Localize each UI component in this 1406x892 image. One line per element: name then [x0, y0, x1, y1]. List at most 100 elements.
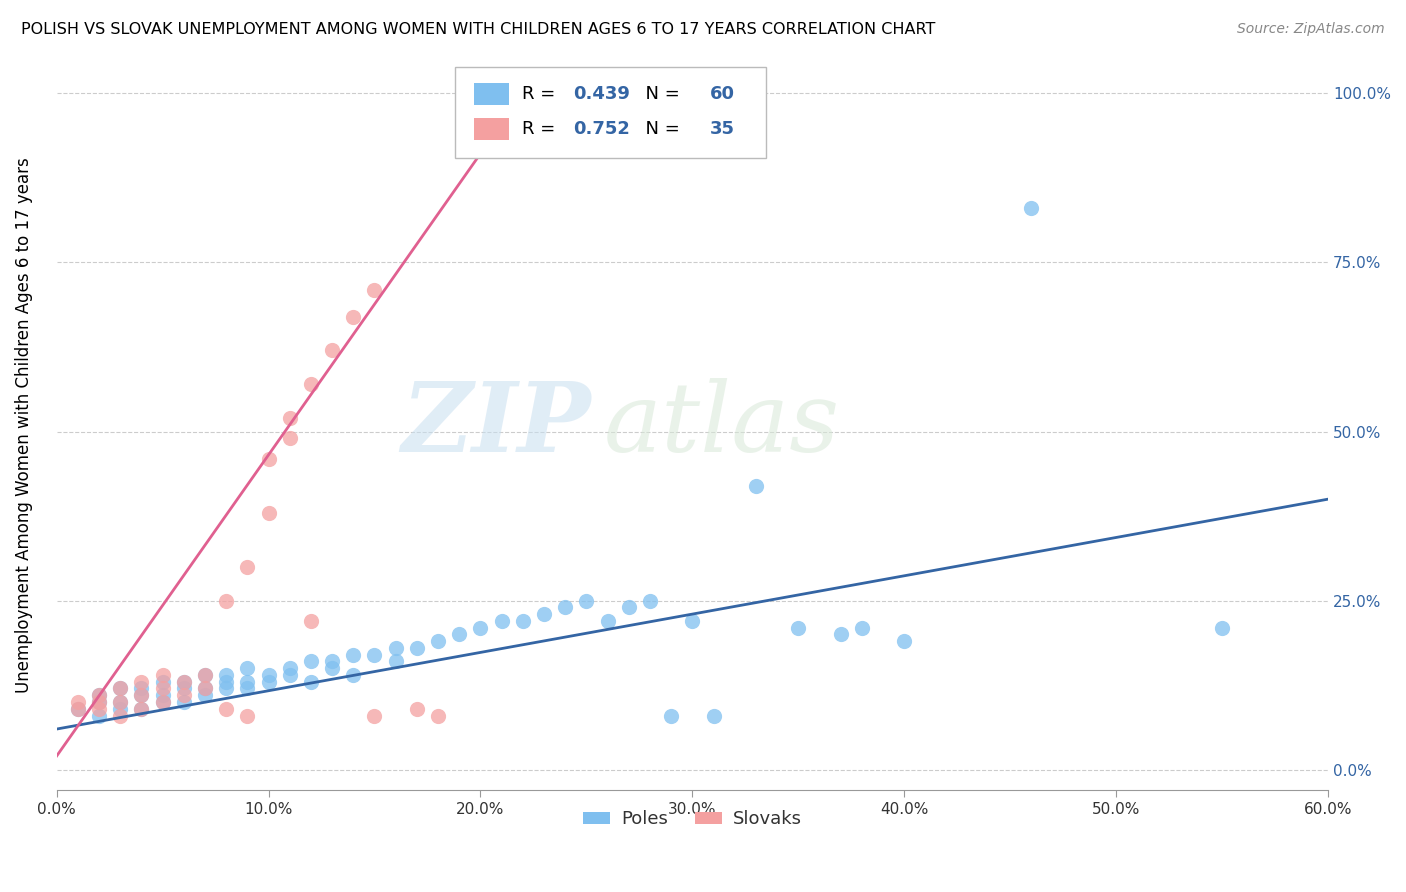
Point [893, 634, 915, 648]
Point [131, 702, 153, 716]
Point [173, 681, 195, 696]
Text: 60: 60 [710, 85, 735, 103]
Point [108, 681, 131, 696]
Point [236, 708, 259, 723]
Point [108, 695, 131, 709]
Point [575, 593, 598, 607]
Point [152, 674, 174, 689]
Point [299, 655, 322, 669]
Point [533, 607, 555, 621]
Point [470, 621, 492, 635]
Point [66, 702, 89, 716]
Point [681, 614, 703, 628]
Point [152, 695, 174, 709]
Point [363, 708, 385, 723]
Point [173, 695, 195, 709]
Point [87, 708, 110, 723]
Point [215, 702, 238, 716]
Point [363, 648, 385, 662]
Point [152, 695, 174, 709]
Point [787, 621, 810, 635]
Point [384, 655, 406, 669]
Point [278, 661, 301, 675]
Point [257, 451, 280, 466]
FancyBboxPatch shape [474, 118, 509, 140]
Point [321, 655, 343, 669]
Text: R =: R = [522, 85, 561, 103]
Point [257, 506, 280, 520]
Point [321, 343, 343, 358]
Point [215, 668, 238, 682]
Point [194, 681, 217, 696]
Text: 35: 35 [710, 120, 735, 138]
Point [299, 377, 322, 392]
Point [491, 106, 513, 120]
FancyBboxPatch shape [454, 67, 766, 158]
Point [278, 411, 301, 425]
Point [638, 593, 661, 607]
Point [617, 600, 640, 615]
Point [342, 310, 364, 324]
Point [299, 614, 322, 628]
Point [131, 702, 153, 716]
Point [512, 614, 534, 628]
Point [342, 668, 364, 682]
Point [152, 668, 174, 682]
Point [87, 688, 110, 702]
Point [405, 640, 427, 655]
Point [1211, 621, 1233, 635]
Point [427, 634, 450, 648]
Point [87, 695, 110, 709]
Point [236, 559, 259, 574]
Point [194, 668, 217, 682]
Point [278, 431, 301, 445]
Point [66, 695, 89, 709]
Point [278, 668, 301, 682]
Point [363, 283, 385, 297]
Point [194, 668, 217, 682]
Point [108, 702, 131, 716]
Text: ZIP: ZIP [401, 377, 591, 472]
Point [173, 688, 195, 702]
Point [66, 702, 89, 716]
Legend: Poles, Slovaks: Poles, Slovaks [575, 803, 808, 836]
Point [194, 681, 217, 696]
Point [342, 648, 364, 662]
Point [215, 674, 238, 689]
Point [299, 674, 322, 689]
Point [449, 627, 471, 641]
Point [131, 688, 153, 702]
Point [491, 614, 513, 628]
Point [152, 681, 174, 696]
Point [257, 668, 280, 682]
Text: 0.439: 0.439 [572, 85, 630, 103]
Point [215, 593, 238, 607]
Text: N =: N = [634, 120, 685, 138]
Point [321, 661, 343, 675]
FancyBboxPatch shape [474, 83, 509, 105]
Point [87, 688, 110, 702]
Point [236, 674, 259, 689]
Text: N =: N = [634, 85, 685, 103]
Point [596, 614, 619, 628]
Point [703, 708, 725, 723]
Y-axis label: Unemployment Among Women with Children Ages 6 to 17 years: Unemployment Among Women with Children A… [15, 157, 32, 692]
Point [173, 674, 195, 689]
Point [236, 661, 259, 675]
Point [257, 674, 280, 689]
Point [745, 478, 768, 492]
Text: R =: R = [522, 120, 561, 138]
Point [236, 681, 259, 696]
Point [173, 674, 195, 689]
Point [152, 688, 174, 702]
Point [131, 681, 153, 696]
Point [87, 695, 110, 709]
Point [659, 708, 682, 723]
Point [830, 627, 852, 641]
Point [215, 681, 238, 696]
Point [851, 621, 873, 635]
Text: atlas: atlas [603, 377, 839, 472]
Text: 0.752: 0.752 [572, 120, 630, 138]
Text: Source: ZipAtlas.com: Source: ZipAtlas.com [1237, 22, 1385, 37]
Point [108, 708, 131, 723]
